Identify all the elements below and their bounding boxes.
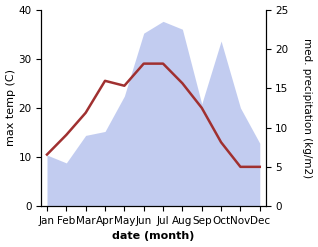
- Y-axis label: med. precipitation (kg/m2): med. precipitation (kg/m2): [302, 38, 313, 178]
- X-axis label: date (month): date (month): [112, 231, 195, 242]
- Y-axis label: max temp (C): max temp (C): [5, 69, 16, 146]
